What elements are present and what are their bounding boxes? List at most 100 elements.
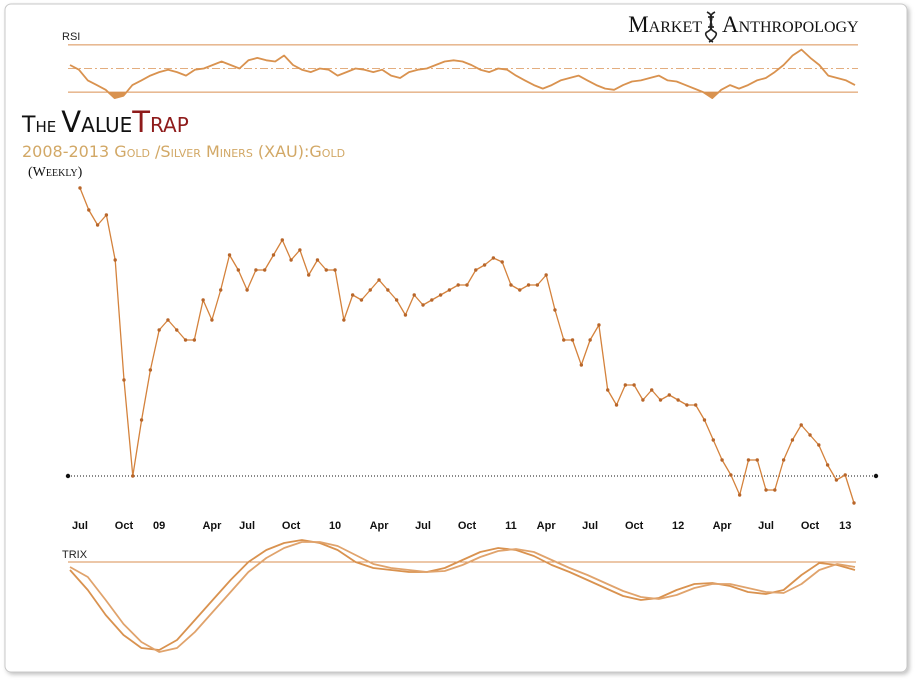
point-marker bbox=[685, 403, 689, 407]
point-marker bbox=[148, 368, 153, 372]
point-marker bbox=[403, 313, 408, 317]
x-tick-label: Jul bbox=[239, 520, 255, 532]
point-marker bbox=[773, 488, 777, 492]
point-marker bbox=[377, 278, 381, 282]
point-marker bbox=[817, 443, 821, 447]
point-marker bbox=[412, 293, 416, 297]
point-marker bbox=[676, 398, 680, 402]
point-marker bbox=[632, 383, 636, 387]
point-marker bbox=[790, 438, 795, 442]
point-marker bbox=[650, 388, 654, 392]
point-marker bbox=[781, 458, 786, 462]
point-marker bbox=[474, 268, 478, 272]
chart-title: The ValueTrap bbox=[21, 105, 189, 139]
point-marker bbox=[764, 488, 768, 492]
point-marker bbox=[87, 208, 91, 212]
point-marker bbox=[737, 493, 742, 497]
reference-end bbox=[873, 473, 879, 479]
point-marker bbox=[465, 283, 469, 287]
point-marker bbox=[166, 318, 170, 322]
x-tick-label: Oct bbox=[282, 520, 301, 532]
point-marker bbox=[219, 288, 223, 292]
point-marker bbox=[263, 268, 267, 272]
point-marker bbox=[359, 298, 364, 302]
point-marker bbox=[104, 213, 109, 217]
point-marker bbox=[693, 403, 698, 407]
series-line bbox=[69, 539, 856, 651]
point-marker bbox=[315, 258, 320, 262]
point-marker bbox=[394, 298, 399, 302]
x-tick-label: 11 bbox=[505, 520, 517, 532]
point-marker bbox=[720, 458, 724, 462]
x-tick-label: Jul bbox=[415, 520, 431, 532]
point-marker bbox=[588, 338, 592, 342]
point-marker bbox=[113, 258, 117, 262]
point-marker bbox=[482, 263, 487, 267]
point-marker bbox=[254, 268, 258, 272]
point-marker bbox=[711, 438, 715, 442]
x-tick-label: Oct bbox=[458, 520, 477, 532]
point-marker bbox=[746, 458, 751, 462]
x-tick-label: Apr bbox=[370, 520, 390, 532]
title-part: Value bbox=[61, 105, 132, 139]
rsi-label: RSI bbox=[62, 31, 80, 43]
point-marker bbox=[606, 388, 610, 392]
dna-icon bbox=[704, 11, 718, 43]
point-marker bbox=[350, 293, 355, 297]
point-marker bbox=[843, 473, 847, 477]
card bbox=[4, 3, 908, 673]
point-marker bbox=[579, 363, 584, 367]
point-marker bbox=[95, 223, 100, 227]
reference-end bbox=[65, 473, 71, 479]
point-marker bbox=[236, 268, 241, 272]
point-marker bbox=[509, 283, 513, 287]
x-tick-label: Apr bbox=[537, 520, 557, 532]
point-marker bbox=[614, 403, 619, 407]
point-marker bbox=[808, 433, 812, 437]
point-marker bbox=[570, 338, 575, 342]
point-marker bbox=[210, 318, 214, 322]
x-tick-label: Jul bbox=[72, 520, 88, 532]
title-part: The bbox=[21, 113, 56, 138]
x-tick-label: Oct bbox=[801, 520, 820, 532]
point-marker bbox=[491, 256, 496, 260]
point-marker bbox=[280, 238, 284, 242]
point-marker bbox=[157, 328, 161, 332]
point-marker bbox=[245, 288, 249, 292]
x-tick-label: Jul bbox=[582, 520, 598, 532]
x-tick-label: 10 bbox=[329, 520, 341, 532]
point-marker bbox=[175, 328, 179, 332]
x-tick-label: 12 bbox=[672, 520, 684, 532]
point-marker bbox=[438, 293, 443, 297]
point-marker bbox=[386, 288, 390, 292]
series-line bbox=[69, 541, 856, 653]
point-marker bbox=[641, 398, 645, 402]
x-tick-label: 09 bbox=[153, 520, 165, 532]
chart-subtitle: 2008-2013 Gold /Silver Miners (XAU):Gold bbox=[22, 142, 345, 161]
point-marker bbox=[122, 378, 126, 382]
point-marker bbox=[500, 260, 504, 264]
point-marker bbox=[755, 458, 759, 462]
title-part: Trap bbox=[131, 105, 189, 139]
point-marker bbox=[289, 258, 293, 262]
brand-right: Anthropology bbox=[722, 12, 859, 37]
point-marker bbox=[553, 308, 557, 312]
point-marker bbox=[729, 473, 733, 477]
point-marker bbox=[544, 273, 548, 277]
point-marker bbox=[667, 393, 671, 397]
point-marker bbox=[139, 418, 144, 422]
x-tick-label: 13 bbox=[839, 520, 851, 532]
x-tick-label: Apr bbox=[202, 520, 222, 532]
point-marker bbox=[421, 303, 425, 307]
point-marker bbox=[201, 298, 205, 302]
point-marker bbox=[834, 478, 839, 482]
point-marker bbox=[131, 474, 135, 478]
point-marker bbox=[658, 398, 663, 402]
trix-label: TRIX bbox=[62, 549, 88, 561]
brand-left: Market bbox=[628, 12, 702, 37]
point-marker bbox=[298, 248, 302, 252]
point-marker bbox=[430, 298, 434, 302]
x-tick-label: Oct bbox=[625, 520, 644, 532]
